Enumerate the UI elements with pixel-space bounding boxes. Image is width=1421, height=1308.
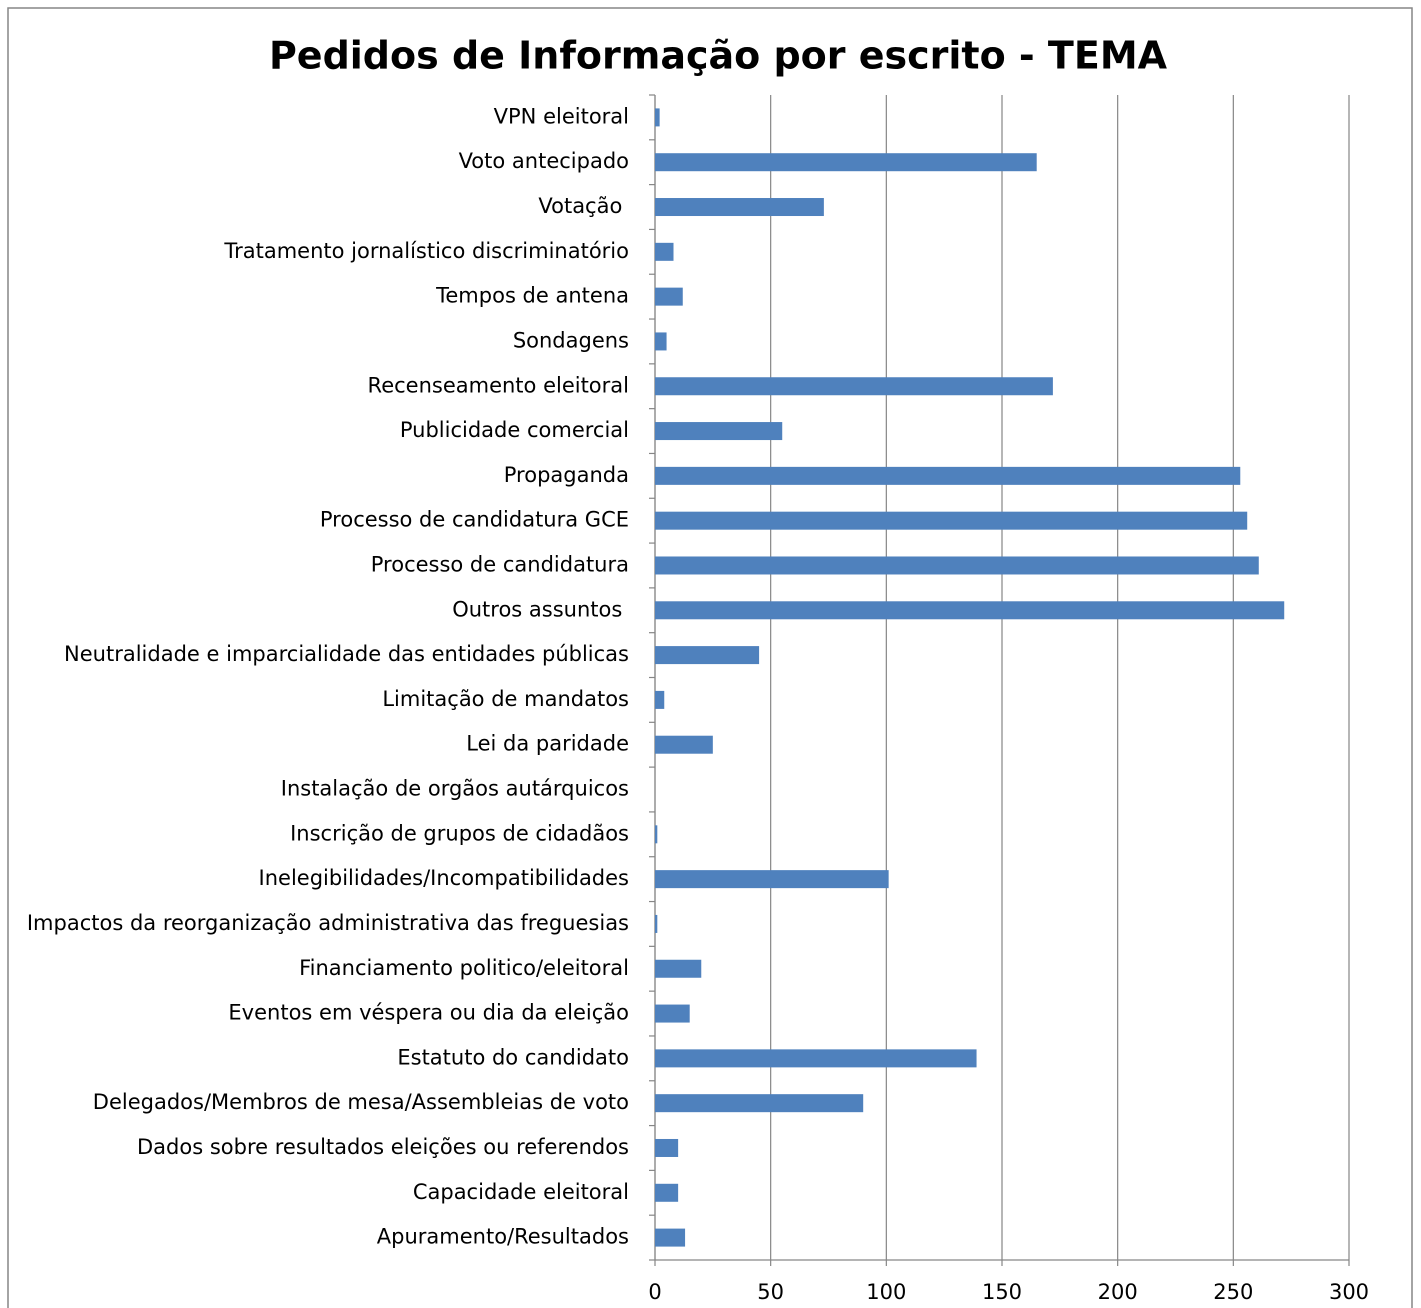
bar <box>655 198 824 217</box>
y-tick-label: Capacidade eleitoral <box>413 1180 629 1204</box>
y-tick-label: Voto antecipado <box>459 149 629 173</box>
bar <box>655 108 660 127</box>
bar <box>655 511 1248 530</box>
bar <box>655 287 683 306</box>
bar <box>655 735 713 754</box>
bar <box>655 377 1053 396</box>
bar <box>655 690 665 709</box>
y-tick-label: Processo de candidatura <box>371 552 629 576</box>
bar <box>655 422 783 441</box>
y-tick-label: Processo de candidatura GCE <box>320 508 629 532</box>
y-tick-label: Tempos de antena <box>435 284 629 308</box>
bar <box>655 1183 679 1202</box>
bar <box>655 914 658 933</box>
y-tick-label: Tratamento jornalístico discriminatório <box>223 239 629 263</box>
bar <box>655 1004 690 1023</box>
x-tick-label: 0 <box>648 1280 661 1304</box>
y-tick-label: Instalação de orgãos autárquicos <box>281 777 629 801</box>
y-tick-label: Apuramento/Resultados <box>377 1225 629 1249</box>
y-tick-label: Estatuto do candidato <box>397 1045 629 1069</box>
bar <box>655 466 1241 485</box>
x-tick-label: 50 <box>757 1280 784 1304</box>
y-tick-label: Sondagens <box>513 328 629 352</box>
y-tick-label: Impactos da reorganização administrativa… <box>27 911 629 935</box>
bar <box>655 1228 686 1247</box>
x-tick-label: 150 <box>982 1280 1022 1304</box>
y-tick-label: Lei da paridade <box>466 732 629 756</box>
y-tick-label: Votação <box>538 194 629 218</box>
bar <box>655 1094 864 1113</box>
y-tick-label: Financiamento politico/eleitoral <box>299 956 629 980</box>
y-tick-label: Delegados/Membros de mesa/Assembleias de… <box>93 1090 629 1114</box>
bar <box>655 825 658 844</box>
y-tick-label: Dados sobre resultados eleições ou refer… <box>137 1135 629 1159</box>
chart-title: Pedidos de Informação por escrito - TEMA <box>269 34 1168 78</box>
bar <box>655 1138 679 1157</box>
bar <box>655 959 702 978</box>
bar <box>655 242 674 261</box>
bar <box>655 153 1037 172</box>
bar <box>655 646 760 665</box>
x-tick-label: 250 <box>1213 1280 1253 1304</box>
y-tick-label: Eventos em véspera ou dia da eleição <box>228 1001 629 1025</box>
y-tick-label: Recenseamento eleitoral <box>368 373 629 397</box>
bar <box>655 601 1285 620</box>
bar <box>655 556 1259 575</box>
y-tick-label: Neutralidade e imparcialidade das entida… <box>64 642 629 666</box>
y-tick-label: Inelegibilidades/Incompatibilidades <box>259 866 629 890</box>
y-tick-label: Limitação de mandatos <box>382 687 629 711</box>
x-tick-label: 200 <box>1098 1280 1138 1304</box>
bar <box>655 1049 977 1068</box>
chart-frame <box>7 7 1413 1308</box>
bar <box>655 870 889 889</box>
x-tick-label: 300 <box>1329 1280 1369 1304</box>
x-tick-label: 100 <box>866 1280 906 1304</box>
y-tick-label: VPN eleitoral <box>494 104 629 128</box>
bar <box>655 332 667 351</box>
y-tick-label: Outros assuntos <box>452 597 629 621</box>
y-tick-label: Propaganda <box>504 463 629 487</box>
y-tick-label: Inscrição de grupos de cidadãos <box>290 821 629 845</box>
y-tick-label: Publicidade comercial <box>400 418 629 442</box>
